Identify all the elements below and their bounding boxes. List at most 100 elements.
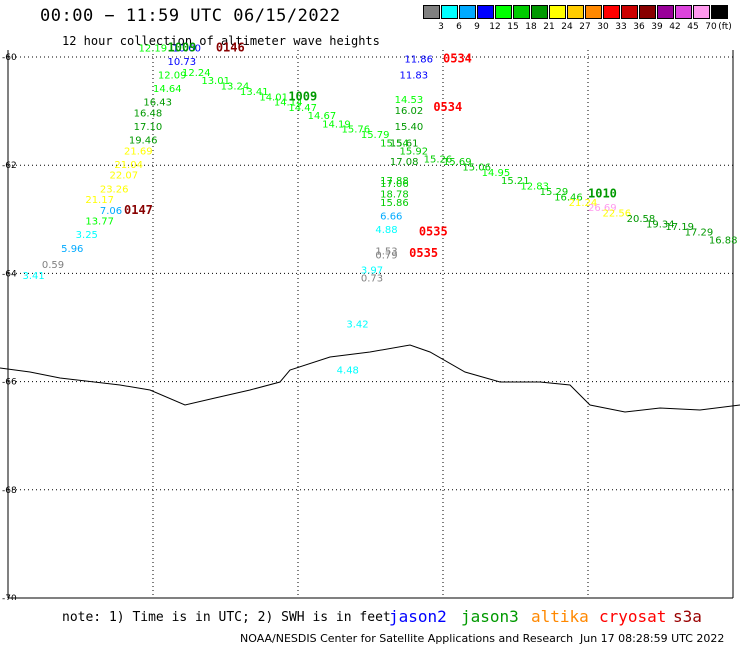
swh-observation: 21.17 — [85, 195, 114, 206]
colorbar-label: 42 — [669, 22, 681, 32]
swh-observation: 13.01 — [201, 76, 230, 87]
swh-observation: 15.29 — [540, 187, 569, 198]
swh-observation: 16.88 — [709, 236, 738, 247]
colorbar-unit: (ft) — [718, 22, 732, 32]
swh-observation: 0.73 — [361, 274, 383, 285]
swh-observation: 16.46 — [554, 192, 583, 203]
swh-observation: 12.24 — [182, 68, 211, 79]
swh-observation: 15.54 — [380, 138, 409, 149]
colorbar-swatch — [639, 5, 656, 19]
colorbar-swatch — [693, 5, 710, 19]
swh-observation: 14.47 — [288, 103, 317, 114]
swh-observation: 16.48 — [134, 109, 163, 120]
swh-observation: 17.06 — [380, 179, 409, 190]
colorbar-label: 45 — [687, 22, 699, 32]
colorbar-swatch — [621, 5, 638, 19]
swh-observation: 10.73 — [168, 57, 197, 68]
swh-observation: 11.83 — [400, 71, 429, 82]
colorbar-label: 36 — [633, 22, 645, 32]
swh-observation: 13.77 — [85, 217, 114, 228]
swh-observation: 11.86 — [404, 54, 433, 65]
swh-observation: 13.24 — [221, 81, 250, 92]
swh-observation: 17.10 — [134, 122, 163, 133]
swh-observation: 0.79 — [375, 250, 397, 261]
swh-observation: 21.04 — [114, 160, 143, 171]
colorbar-swatch — [585, 5, 602, 19]
swh-observation: 17.88 — [380, 176, 409, 187]
swh-observation: 15.69 — [443, 157, 472, 168]
pass-time-marker: 0535 — [409, 246, 438, 260]
colorbar-swatch — [549, 5, 566, 19]
pass-time-marker: 0535 — [419, 225, 448, 239]
swh-observation: 17.08 — [390, 157, 419, 168]
swh-observation: 15.21 — [501, 176, 530, 187]
wave-height-map: 105108111114117120-60-62-64-66-68-70 3.4… — [0, 41, 740, 600]
coastline — [0, 344, 740, 413]
colorbar-swatch — [657, 5, 674, 19]
swh-observation: 14.64 — [153, 84, 182, 95]
pass-time-marker: 1009 — [168, 41, 197, 55]
swh-observation: 14.95 — [482, 168, 511, 179]
colorbar-label: 15 — [507, 22, 519, 32]
axis-labels: 105108111114117120-60-62-64-66-68-70 — [2, 53, 17, 600]
swh-observation: 3.42 — [346, 320, 368, 331]
latitude-label: -60 — [2, 53, 17, 63]
generated-timestamp: Jun 17 08:28:59 UTC 2022 — [580, 632, 725, 645]
swh-observation: 10.60 — [172, 44, 201, 55]
swh-observation: 26.69 — [588, 203, 617, 214]
swh-observation: 12.19 — [139, 44, 168, 55]
colorbar-swatch — [495, 5, 512, 19]
swh-observation: 12.83 — [520, 182, 549, 193]
swh-observation: 6.66 — [380, 211, 402, 222]
colorbar-swatch — [441, 5, 458, 19]
swh-observation: 15.40 — [395, 122, 424, 133]
legend-jason2: jason2 — [389, 607, 447, 626]
legend-jason3: jason3 — [461, 607, 519, 626]
colorbar-swatch — [675, 5, 692, 19]
latitude-label: -70 — [2, 594, 17, 600]
colorbar-label: 33 — [615, 22, 627, 32]
colorbar-swatch — [531, 5, 548, 19]
legend-s3a: s3a — [673, 607, 702, 626]
swh-observation: 15.79 — [361, 130, 390, 141]
grid-lines — [7, 50, 734, 599]
swh-observation: 14.01 — [259, 92, 288, 103]
swh-observation: 14.19 — [322, 119, 351, 130]
pass-time-marker: 1010 — [588, 187, 617, 201]
colorbar-swatch — [477, 5, 494, 19]
swh-observation: 17.29 — [685, 228, 714, 239]
pass-time-marker: 0534 — [433, 100, 462, 114]
swh-observation: 19.46 — [129, 136, 158, 147]
swh-observation: 19.34 — [646, 219, 675, 230]
footer-note: note: 1) Time is in UTC; 2) SWH is in fe… — [62, 610, 391, 625]
pass-time-marker: 0147 — [124, 203, 153, 217]
swh-observation: 20.58 — [627, 214, 656, 225]
swh-observation: 13.41 — [240, 87, 269, 98]
swh-observation: 15.86 — [380, 198, 409, 209]
pass-time-marker: 1009 — [288, 89, 317, 103]
colorbar-swatch — [513, 5, 530, 19]
colorbar-label: 70 — [705, 22, 717, 32]
colorbar-label: 30 — [597, 22, 609, 32]
map-title: 00:00 − 11:59 UTC 06/15/2022 — [40, 6, 341, 26]
swh-observation: 14.67 — [308, 111, 337, 122]
swh-observation: 3.97 — [361, 265, 383, 276]
swh-observation: 22.56 — [603, 209, 632, 220]
colorbar-label: 3 — [438, 22, 444, 32]
colorbar-swatch — [567, 5, 584, 19]
latitude-label: -66 — [2, 378, 17, 388]
map-subtitle: 12 hour collection of altimeter wave hei… — [62, 34, 380, 48]
latitude-label: -62 — [2, 161, 17, 171]
colorbar-swatch — [711, 5, 728, 19]
colorbar-swatch — [423, 5, 440, 19]
swh-observation: 15.26 — [424, 154, 453, 165]
swh-observation: 22.07 — [110, 171, 139, 182]
swh-observation: 17.19 — [665, 222, 694, 233]
swh-observation: 3.25 — [76, 230, 98, 241]
credit-line: NOAA/NESDIS Center for Satellite Applica… — [240, 632, 574, 645]
legend-altika: altika — [531, 607, 589, 626]
swh-observation: 15.06 — [462, 163, 491, 174]
swh-observation: 4.48 — [337, 365, 359, 376]
swh-observation: 21.69 — [124, 146, 153, 157]
